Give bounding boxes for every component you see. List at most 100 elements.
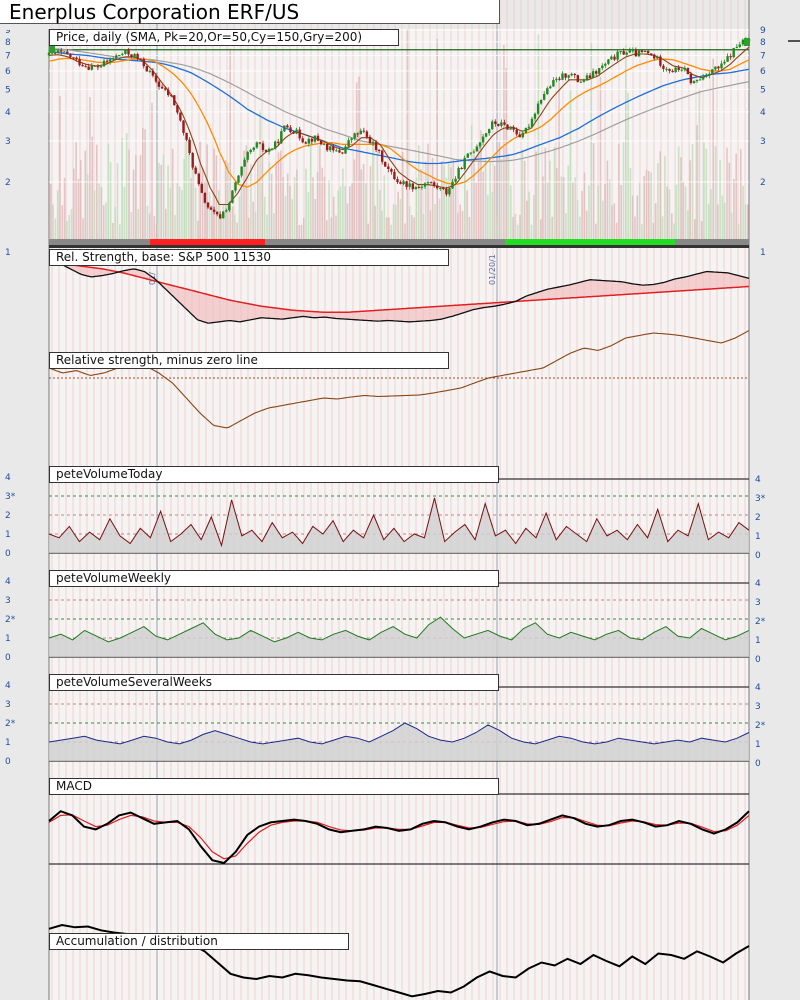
candle-body xyxy=(738,44,741,47)
candle-body xyxy=(689,74,693,84)
volume-bar xyxy=(183,158,185,240)
volume-bar xyxy=(181,190,183,240)
volume-bar xyxy=(75,142,77,240)
candle-body xyxy=(371,141,375,144)
volume-bar xyxy=(293,177,296,240)
candle-body xyxy=(176,105,179,113)
candle-body xyxy=(347,140,350,147)
volume-bar xyxy=(392,204,395,240)
candle-body xyxy=(628,50,631,53)
candle-body xyxy=(576,75,579,83)
candle-body xyxy=(460,168,463,169)
status-strip-green xyxy=(505,239,675,245)
volume-bar xyxy=(498,142,501,240)
volume-bar xyxy=(719,160,721,240)
candle-body xyxy=(527,126,531,128)
volume-bar xyxy=(319,145,321,240)
candle-body xyxy=(81,65,84,67)
candle-body xyxy=(335,150,338,152)
volume-bar xyxy=(503,44,505,241)
volume-bar xyxy=(489,161,491,240)
candle-body xyxy=(717,66,720,69)
candle-body xyxy=(274,141,277,149)
volume-bar xyxy=(740,148,742,240)
volume-bar xyxy=(128,149,130,240)
volume-bar xyxy=(197,220,199,240)
volume-bar xyxy=(401,152,404,240)
volume-bar xyxy=(282,177,284,240)
volume-bar xyxy=(689,160,691,240)
volume-bar xyxy=(687,210,689,240)
volume-bar xyxy=(477,148,480,240)
candle-body xyxy=(197,173,200,185)
volume-bar xyxy=(418,145,420,240)
volume-bar xyxy=(204,180,206,240)
candle-body xyxy=(646,51,650,54)
volume-bar xyxy=(243,150,245,240)
volume-bar xyxy=(353,159,356,240)
candle-body xyxy=(130,54,133,57)
volume-bar xyxy=(130,212,133,240)
candle-body xyxy=(69,54,72,58)
candle-body xyxy=(66,51,69,55)
volume-bar xyxy=(618,144,620,240)
volume-bar xyxy=(360,169,363,240)
volume-bar xyxy=(142,128,144,240)
candle-body xyxy=(249,149,252,153)
candle-body xyxy=(387,166,390,169)
volume-bar xyxy=(240,183,243,240)
candle-body xyxy=(87,66,90,70)
volume-bar xyxy=(291,199,294,240)
volume-bar xyxy=(59,96,61,240)
volume-bar xyxy=(723,203,726,240)
volume-bar xyxy=(592,143,595,240)
volume-bar xyxy=(572,182,574,240)
candle-body xyxy=(344,146,347,154)
candle-body xyxy=(698,79,702,81)
volume-bar xyxy=(153,215,156,240)
volume-bar xyxy=(652,222,655,240)
volume-bar xyxy=(680,157,682,240)
volume-bar xyxy=(355,82,358,240)
candle-body xyxy=(121,53,124,55)
volume-bar xyxy=(746,204,749,240)
volume-bar xyxy=(146,205,149,240)
volume-bar xyxy=(576,200,579,240)
candle-body xyxy=(451,181,454,189)
vol-today-tick-left: 2 xyxy=(5,511,11,521)
volume-bar xyxy=(397,191,399,240)
candle-body xyxy=(595,71,598,74)
volume-bar xyxy=(261,144,264,240)
rs-zero-line xyxy=(48,330,750,429)
candle-body xyxy=(503,122,506,125)
volume-bar xyxy=(562,177,565,240)
sma50-line xyxy=(48,57,750,188)
candle-body xyxy=(692,81,696,84)
volume-bar xyxy=(510,185,512,240)
volume-bar xyxy=(629,167,632,240)
candle-body xyxy=(93,65,97,67)
vol-today-tick-right: 0 xyxy=(755,551,761,561)
candle-body xyxy=(182,120,185,133)
candle-body xyxy=(47,52,51,56)
volume-bar xyxy=(657,163,659,240)
volume-bar xyxy=(424,161,427,240)
volume-bar xyxy=(199,141,202,240)
candle-body xyxy=(203,192,207,203)
candle-body xyxy=(188,139,191,153)
volume-bar xyxy=(234,214,236,240)
candle-body xyxy=(63,51,66,53)
volume-bar xyxy=(162,154,165,240)
candle-body xyxy=(139,58,142,60)
volume-bar xyxy=(395,204,397,240)
price-tick-right: 1 xyxy=(760,248,766,258)
volume-bar xyxy=(349,186,351,240)
candle-body xyxy=(619,51,622,53)
volume-bar xyxy=(606,160,609,240)
candle-body xyxy=(365,131,369,137)
volume-bar xyxy=(429,210,432,240)
candle-body xyxy=(127,49,130,55)
volume-bar xyxy=(579,216,581,240)
volume-bar xyxy=(493,165,496,240)
volume-bar xyxy=(388,217,390,240)
